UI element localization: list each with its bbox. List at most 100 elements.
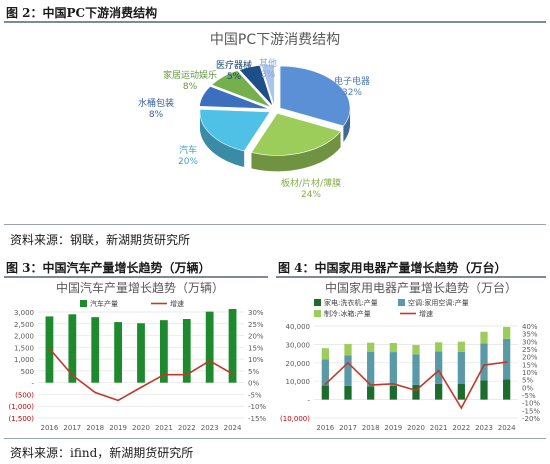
y-right-tick-label: 0% — [522, 384, 533, 392]
x-tick-label: 2024 — [224, 424, 242, 432]
y-left-tick-label: 500 — [21, 368, 34, 376]
y-left-tick-label: - — [307, 397, 310, 405]
fig3-label: 图 3：中国汽车产量增长趋势（万辆） — [6, 261, 211, 275]
pie-slice-side — [343, 108, 351, 142]
pie-slice-name: 电子电器 — [334, 75, 370, 87]
x-tick-label: 2016 — [41, 424, 59, 432]
bar — [480, 343, 488, 381]
y-right-tick-label: -10% — [522, 400, 540, 408]
pie-title: 中国PC下游消费结构 — [210, 32, 340, 48]
pie-slice-side — [251, 131, 341, 172]
pie-slice-label: 8% — [183, 82, 198, 92]
bar — [367, 351, 375, 387]
y-right-tick-label: -5% — [248, 391, 262, 399]
legend-label: 制冷:冰箱:产量 — [324, 309, 371, 318]
bar — [68, 314, 77, 383]
x-tick-label: 2019 — [109, 424, 127, 432]
growth-point — [437, 369, 440, 372]
bar — [367, 386, 375, 400]
bar — [480, 331, 488, 344]
bar — [205, 311, 214, 383]
bar — [435, 383, 443, 400]
fig3-top-rule — [4, 276, 268, 278]
y-right-tick-label: 25% — [522, 346, 538, 354]
pie-slice-label: 24% — [301, 190, 321, 200]
pie-slice — [260, 64, 275, 107]
y-right-tick-label: 30% — [522, 338, 538, 346]
bar — [228, 308, 237, 383]
y-right-tick-label: 5% — [522, 377, 533, 385]
growth-point — [347, 361, 349, 364]
pie-slice-name: 水桶包装 — [138, 97, 174, 109]
pie-slice-name: 汽车 — [179, 144, 197, 156]
y-left-tick-label: (10,000) — [280, 415, 310, 423]
y-right-tick-label: 15% — [522, 361, 538, 369]
x-tick-label: 2022 — [178, 424, 196, 432]
pie-tops — [199, 64, 351, 156]
y-left-tick-label: 30,000 — [286, 341, 311, 349]
pie-slice-label: 32% — [342, 88, 362, 98]
source-1: 资料来源：钢联，新湖期货研究所 — [10, 233, 191, 247]
y-left-tick-label: 2,000 — [14, 333, 34, 341]
y-left-tick-label: - — [31, 380, 34, 388]
growth-point — [483, 364, 485, 366]
y-left-tick-label: (1,500) — [8, 415, 34, 423]
y-left-tick-label: (500) — [15, 391, 34, 399]
legend-label: 增速 — [170, 299, 184, 308]
bar — [457, 351, 465, 384]
source-2: 资料来源：ifind，新湖期货研究所 — [10, 446, 194, 460]
bar — [480, 380, 488, 400]
bar — [457, 341, 465, 352]
pie-slice-label: 5% — [227, 72, 242, 82]
growth-point — [71, 374, 74, 377]
bar — [412, 345, 420, 355]
y-right-tick-label: 5% — [248, 368, 259, 376]
bar — [367, 342, 375, 352]
legend-label: 空调:家用空调:产量 — [408, 298, 469, 307]
growth-point — [185, 373, 188, 376]
pie-slice-side — [199, 111, 245, 167]
growth-point — [392, 382, 395, 385]
pie-slice — [250, 112, 342, 156]
y-right-tick-label: 25% — [248, 321, 264, 329]
fig2-label: 图 2：中国PC下游消费结构 — [6, 6, 158, 20]
bar — [389, 385, 397, 400]
growth-point — [140, 386, 142, 389]
x-tick-label: 2019 — [384, 424, 402, 432]
y-left-tick-label: 40,000 — [286, 323, 311, 331]
bar — [503, 326, 511, 339]
pie-chart: 中国PC下游消费结构 电子电器32%板材/片材/薄膜24%汽车20%水桶包装8%… — [138, 32, 370, 200]
y-left-tick-label: 1,500 — [14, 344, 34, 352]
bar — [137, 323, 145, 383]
growth-point — [162, 373, 165, 376]
x-tick-label: 2024 — [498, 424, 516, 432]
fig2-bottom-rule — [4, 224, 546, 225]
bar — [344, 344, 352, 356]
bar — [412, 384, 420, 400]
growth-point — [324, 383, 327, 386]
x-tick-label: 2023 — [475, 424, 493, 432]
bar — [321, 359, 329, 386]
fig4-label: 图 4：中国家用电器产量增长趋势（万台） — [278, 261, 507, 275]
bar — [503, 338, 511, 380]
y-right-tick-label: 30% — [248, 309, 264, 317]
pie-labels: 电子电器32%板材/片材/薄膜24%汽车20%水桶包装8%家居运动娱乐8%医疗器… — [138, 57, 370, 200]
bar — [344, 385, 352, 400]
growth-point — [460, 407, 463, 409]
growth-point — [369, 384, 372, 386]
x-tick-label: 2020 — [132, 424, 150, 432]
chart-title: 中国汽车产量增长趋势（万辆） — [56, 280, 224, 295]
bar — [435, 351, 443, 384]
x-tick-label: 2017 — [339, 424, 357, 432]
growth-point — [208, 359, 211, 362]
pie-slice — [238, 65, 274, 107]
x-tick-label: 2018 — [362, 424, 380, 432]
bar — [389, 352, 397, 386]
bar — [435, 342, 443, 352]
y-right-tick-label: 35% — [522, 331, 538, 339]
growth-point — [48, 347, 51, 350]
legend-swatch — [314, 299, 321, 306]
pie-sides — [199, 108, 351, 172]
y-left-tick-label: 10,000 — [286, 378, 311, 386]
y-right-tick-label: -15% — [248, 415, 266, 423]
